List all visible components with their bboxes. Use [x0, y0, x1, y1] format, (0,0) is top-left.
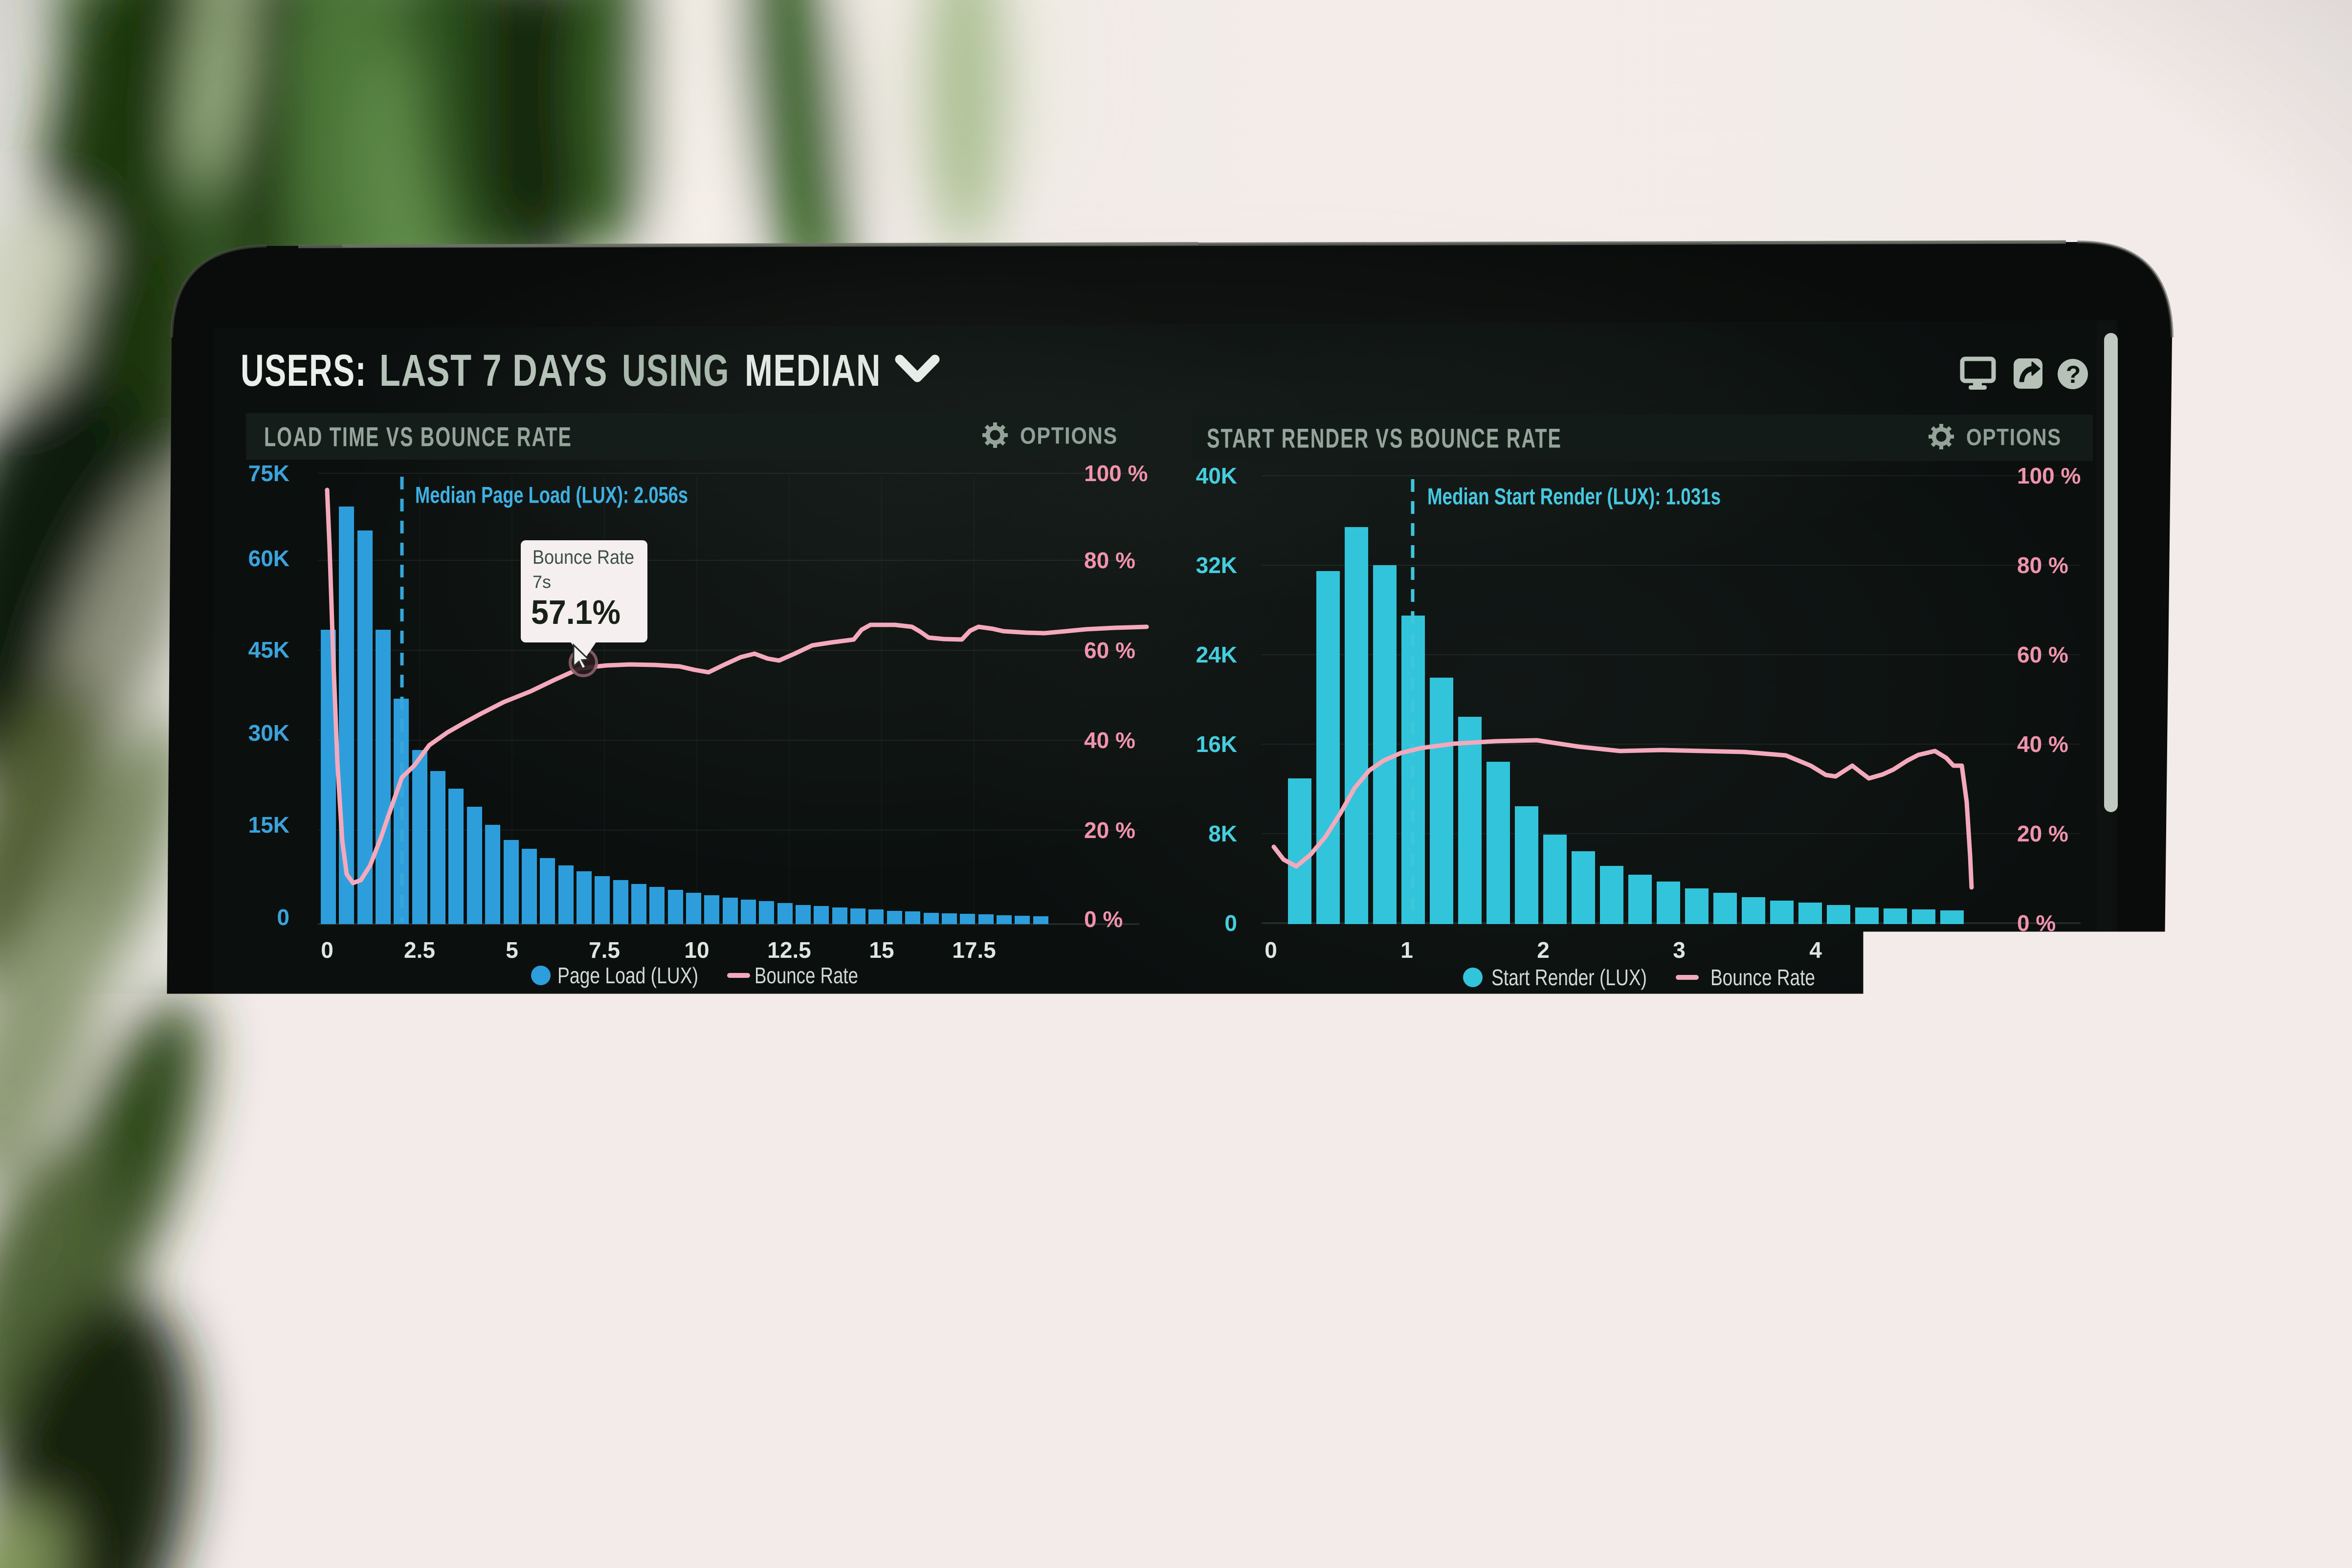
svg-text:MacBook Pro: MacBook Pro [1152, 1551, 1269, 1568]
